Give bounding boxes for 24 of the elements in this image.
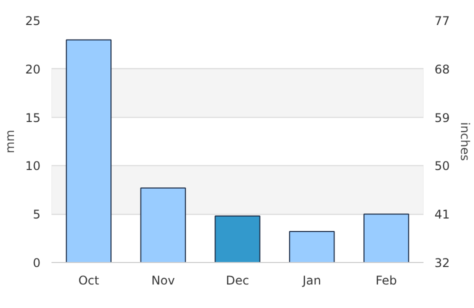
x-tick-label: Jan [302, 274, 322, 288]
x-tick-label: Dec [226, 274, 250, 288]
y2-tick-label: 77 [434, 14, 450, 28]
bar [289, 231, 335, 262]
y-tick-label: 5 [32, 208, 41, 222]
x-tick-label: Feb [376, 274, 397, 288]
y2-tick-label: 32 [434, 256, 450, 270]
bar [363, 214, 410, 262]
y-tick-label: 10 [25, 159, 41, 174]
y2-tick-label: 50 [434, 159, 450, 174]
y2-tick-label: 59 [434, 110, 450, 125]
y-axis-title: mm [3, 130, 18, 154]
y2-axis-title: inches [458, 122, 472, 161]
y2-tick-label: 41 [434, 208, 450, 222]
y-tick-label: 0 [32, 256, 41, 270]
y-tick-label: 25 [25, 14, 41, 28]
x-tick-label: Nov [151, 274, 175, 288]
bar [214, 216, 260, 262]
y2-tick-label: 68 [434, 62, 450, 76]
bar [140, 187, 186, 262]
y-tick-label: 15 [25, 110, 41, 125]
bar [66, 39, 112, 262]
x-tick-label: Oct [78, 274, 100, 288]
y-tick-label: 20 [25, 62, 41, 76]
